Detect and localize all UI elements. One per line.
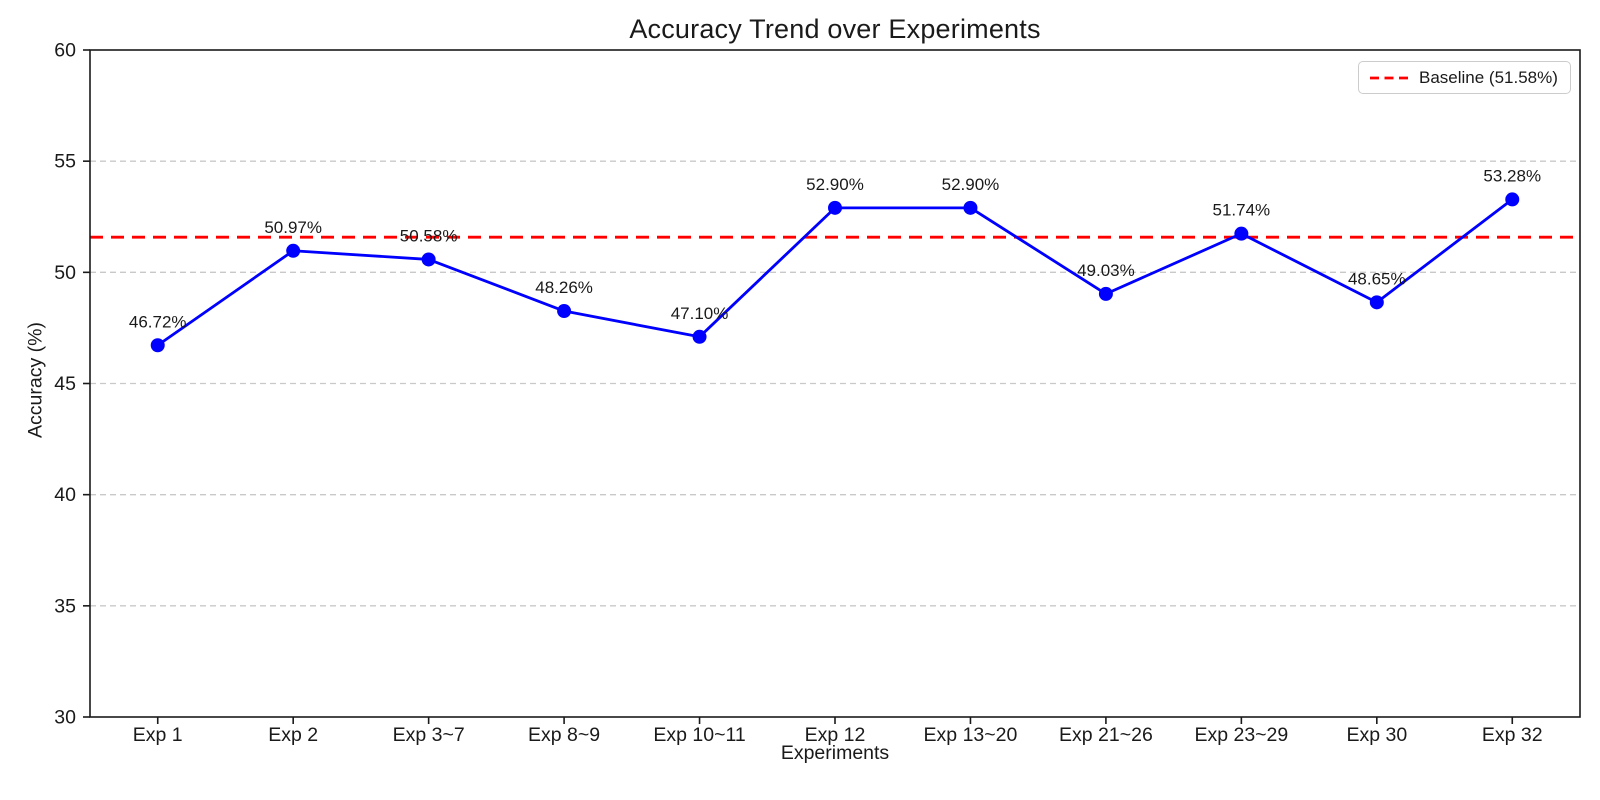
point-label: 50.58%	[400, 226, 458, 245]
chart-title: Accuracy Trend over Experiments	[629, 14, 1041, 44]
point-label: 53.28%	[1483, 166, 1541, 185]
y-tick-label: 60	[54, 40, 76, 62]
x-tick-label: Exp 13~20	[924, 724, 1018, 746]
data-point-marker	[1098, 286, 1113, 301]
data-point-marker	[692, 329, 707, 344]
x-tick-label: Exp 1	[133, 724, 183, 746]
point-label: 47.10%	[671, 304, 729, 323]
x-tick-label: Exp 32	[1482, 724, 1543, 746]
x-tick-label: Exp 10~11	[653, 724, 745, 746]
x-tick-label: Exp 8~9	[528, 724, 600, 746]
y-tick-label: 30	[54, 707, 76, 729]
data-point-marker	[1369, 295, 1384, 310]
x-axis-label: Experiments	[780, 742, 890, 764]
data-point-marker	[150, 338, 165, 353]
point-label: 46.72%	[129, 312, 187, 331]
point-label: 50.97%	[264, 218, 322, 237]
legend-label: Baseline (51.58%)	[1419, 67, 1558, 87]
point-label: 51.74%	[1213, 201, 1271, 220]
y-tick-label: 40	[54, 484, 76, 506]
baseline-dashed-line-icon	[1370, 76, 1408, 79]
x-tick-label: Exp 30	[1346, 724, 1407, 746]
y-tick-label: 55	[54, 151, 76, 173]
data-point-marker	[286, 243, 301, 258]
point-label: 48.26%	[535, 278, 593, 297]
x-tick-label: Exp 3~7	[393, 724, 465, 746]
point-label: 48.65%	[1348, 269, 1406, 288]
x-tick-label: Exp 12	[805, 724, 866, 746]
point-label: 49.03%	[1077, 261, 1135, 280]
y-tick-label: 35	[54, 595, 76, 617]
data-point-marker	[421, 252, 436, 267]
data-point-marker	[963, 200, 978, 215]
x-tick-label: Exp 2	[268, 724, 318, 746]
y-tick-label: 45	[54, 373, 76, 395]
x-tick-label: Exp 21~26	[1059, 724, 1153, 746]
y-tick-label: 50	[54, 262, 76, 284]
point-label: 52.90%	[942, 175, 1000, 194]
y-axis-label: Accuracy (%)	[24, 322, 47, 438]
data-point-marker	[1234, 226, 1249, 241]
legend: Baseline (51.58%)	[1358, 61, 1571, 94]
data-point-marker	[1505, 192, 1520, 207]
point-label: 52.90%	[806, 175, 864, 194]
data-point-marker	[828, 200, 842, 215]
x-tick-label: Exp 23~29	[1194, 724, 1288, 746]
data-point-marker	[557, 304, 572, 319]
